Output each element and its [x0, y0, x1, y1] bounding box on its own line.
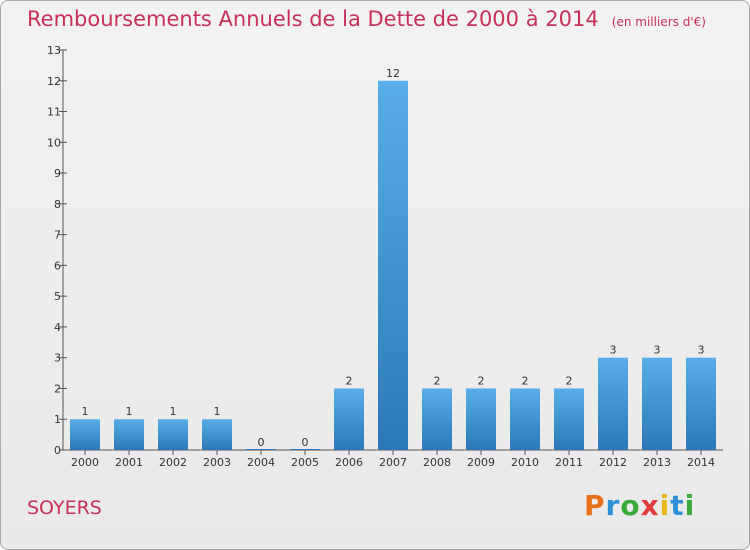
- data-label: 2: [478, 374, 485, 387]
- bar: [598, 357, 628, 450]
- y-tick-label: 5: [54, 290, 61, 303]
- data-label: 3: [654, 344, 661, 357]
- bar: [70, 419, 100, 450]
- bar: [554, 388, 584, 450]
- logo-letter: r: [605, 489, 621, 522]
- data-label: 3: [698, 344, 705, 357]
- bar: [422, 388, 452, 450]
- logo-letter: P: [584, 489, 606, 522]
- x-tick-label: 2000: [71, 456, 99, 469]
- data-label: 1: [214, 405, 221, 418]
- logo-letter: i: [684, 489, 696, 522]
- x-tick-label: 2012: [599, 456, 627, 469]
- data-label: 0: [258, 436, 265, 449]
- x-tick-label: 2006: [335, 456, 363, 469]
- commune-name: SOYERS: [27, 497, 102, 519]
- y-tick-label: 7: [54, 229, 61, 242]
- x-tick-label: 2013: [643, 456, 671, 469]
- x-tick-label: 2003: [203, 456, 231, 469]
- data-label: 0: [302, 436, 309, 449]
- logo-letter: x: [640, 489, 660, 522]
- data-label: 2: [522, 374, 529, 387]
- x-tick-label: 2011: [555, 456, 583, 469]
- bar: [290, 449, 320, 450]
- bar: [158, 419, 188, 450]
- data-label: 1: [170, 405, 177, 418]
- y-tick-label: 13: [47, 44, 61, 57]
- y-tick-label: 12: [47, 75, 61, 88]
- proxiti-logo: Proxiti: [584, 489, 695, 522]
- title-line: Remboursements Annuels de la Dette de 20…: [27, 7, 706, 31]
- bar: [114, 419, 144, 450]
- y-tick-label: 10: [47, 136, 61, 149]
- chart-unit: (en milliers d'€): [611, 15, 706, 29]
- bar: [246, 449, 276, 450]
- y-tick-label: 8: [54, 198, 61, 211]
- logo-letter: o: [620, 489, 641, 522]
- data-label: 2: [566, 374, 573, 387]
- y-tick-label: 9: [54, 167, 61, 180]
- x-tick-label: 2007: [379, 456, 407, 469]
- data-label: 3: [610, 344, 617, 357]
- y-tick-label: 2: [54, 382, 61, 395]
- data-label: 12: [386, 67, 400, 80]
- bar: [466, 388, 496, 450]
- x-tick-label: 2002: [159, 456, 187, 469]
- bar: [334, 388, 364, 450]
- bar: [378, 80, 408, 451]
- y-tick-label: 6: [54, 259, 61, 272]
- x-tick-label: 2010: [511, 456, 539, 469]
- y-tick-label: 3: [54, 352, 61, 365]
- logo-letter: t: [670, 489, 685, 522]
- x-tick-label: 2005: [291, 456, 319, 469]
- x-tick-label: 2001: [115, 456, 143, 469]
- bar: [202, 419, 232, 450]
- bar: [686, 357, 716, 450]
- x-tick-label: 2014: [687, 456, 715, 469]
- logo-letter: i: [659, 489, 671, 522]
- data-label: 1: [126, 405, 133, 418]
- data-label: 1: [82, 405, 89, 418]
- bar: [642, 357, 672, 450]
- y-tick-label: 4: [54, 321, 61, 334]
- x-tick-label: 2008: [423, 456, 451, 469]
- x-tick-label: 2009: [467, 456, 495, 469]
- y-tick-label: 0: [54, 444, 61, 457]
- y-tick-label: 11: [47, 106, 61, 119]
- data-label: 2: [346, 374, 353, 387]
- x-axis: 2000 2001 2002 2003 2004 2005 2006 2007 2008 2009…: [63, 449, 723, 469]
- x-tick-label: 2004: [247, 456, 275, 469]
- data-label: 2: [434, 374, 441, 387]
- bar: [510, 388, 540, 450]
- y-tick-label: 1: [54, 413, 61, 426]
- chart-title: Remboursements Annuels de la Dette de 20…: [27, 7, 599, 31]
